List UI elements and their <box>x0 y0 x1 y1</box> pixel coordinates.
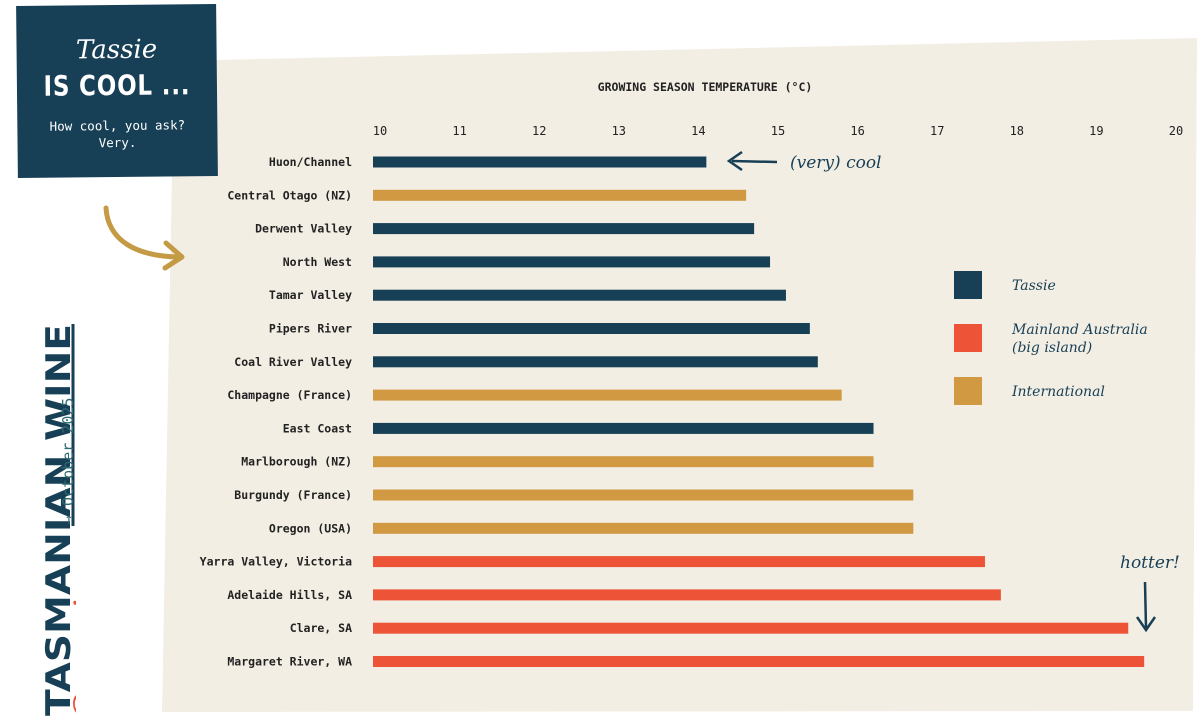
category-label: Burgundy (France) <box>234 488 352 502</box>
legend-label: Mainland Australia <box>1011 322 1148 338</box>
cool-annotation-text: (very) cool <box>790 153 882 173</box>
category-labels: Huon/Channel Central Otago (NZ) Derwent Va… <box>200 155 352 669</box>
bar <box>373 489 914 501</box>
category-label: Oregon (USA) <box>269 521 352 535</box>
legend-swatch <box>954 324 982 352</box>
category-label: Coal River Valley <box>234 355 352 369</box>
bar <box>373 323 810 334</box>
bar <box>373 189 747 201</box>
category-label: Margaret River, WA <box>227 655 352 669</box>
x-tick-label: 17 <box>930 124 944 138</box>
category-label: Central Otago (NZ) <box>227 188 352 202</box>
category-label: Champagne (France) <box>227 388 352 402</box>
legend-swatch <box>954 377 982 405</box>
category-label: Pipers River <box>269 322 352 336</box>
bar <box>373 389 842 401</box>
x-tick-label: 12 <box>532 124 546 138</box>
gold-curved-arrow <box>103 205 185 271</box>
bar <box>373 256 771 268</box>
x-tick-label: 15 <box>771 124 785 138</box>
side-date-text: → October 2025 <box>59 398 76 524</box>
curved-arrow-icon <box>103 205 181 260</box>
category-label: Tamar Valley <box>269 288 352 302</box>
bar <box>373 289 786 301</box>
bar <box>373 556 985 568</box>
cool-arrowhead-icon <box>726 150 743 172</box>
bar <box>373 422 874 434</box>
category-label: East Coast <box>283 421 352 435</box>
chart-title: GROWING SEASON TEMPERATURE (°C) <box>598 80 813 94</box>
legend-swatch <box>954 271 982 299</box>
x-tick-label: 16 <box>850 124 864 138</box>
side-title-text: TASMANIAN WINE <box>39 324 76 716</box>
category-label: North West <box>283 255 352 269</box>
legend-label: International <box>1011 384 1105 400</box>
hot-arrow-icon <box>1143 581 1148 629</box>
category-label: Yarra Valley, Victoria <box>200 555 352 569</box>
bar <box>373 223 755 235</box>
side-script-text: Overview <box>67 546 76 718</box>
bar <box>373 356 818 368</box>
x-tick-label: 11 <box>452 124 466 138</box>
hot-annotation-text: hotter! <box>1120 553 1180 573</box>
bar <box>373 656 1145 667</box>
category-label: Clare, SA <box>290 621 352 635</box>
curved-arrowhead-icon <box>162 240 185 271</box>
bar <box>373 622 1129 634</box>
bar <box>373 522 914 534</box>
x-tick-label: 13 <box>612 124 626 138</box>
x-axis-ticks: 10 11 12 13 14 15 16 17 18 19 20 <box>373 124 1183 138</box>
x-tick-label: 19 <box>1089 124 1103 138</box>
cool-annotation: (very) cool <box>726 150 882 173</box>
legend-label-line2: (big island) <box>1012 340 1092 356</box>
bar <box>373 156 707 168</box>
bar <box>373 456 874 468</box>
hot-arrowhead-icon <box>1135 616 1157 633</box>
beige-panel <box>162 38 1197 712</box>
category-label: Adelaide Hills, SA <box>227 588 352 602</box>
side-title: TASMANIAN WINE Overview → October 2025 <box>39 324 76 718</box>
category-label: Derwent Valley <box>255 222 352 236</box>
bar <box>373 589 1001 601</box>
bars <box>373 156 1145 667</box>
x-tick-label: 10 <box>373 124 387 138</box>
x-tick-label: 18 <box>1010 124 1024 138</box>
x-tick-label: 20 <box>1169 124 1183 138</box>
category-label: Marlborough (NZ) <box>241 455 352 469</box>
cool-arrow-icon <box>731 159 778 164</box>
x-tick-label: 14 <box>691 124 705 138</box>
category-label: Huon/Channel <box>269 155 352 169</box>
hot-annotation: hotter! <box>1120 553 1180 633</box>
legend-label: Tassie <box>1012 278 1056 294</box>
legend: Tassie Mainland Australia (big island) Inte… <box>954 271 1148 405</box>
